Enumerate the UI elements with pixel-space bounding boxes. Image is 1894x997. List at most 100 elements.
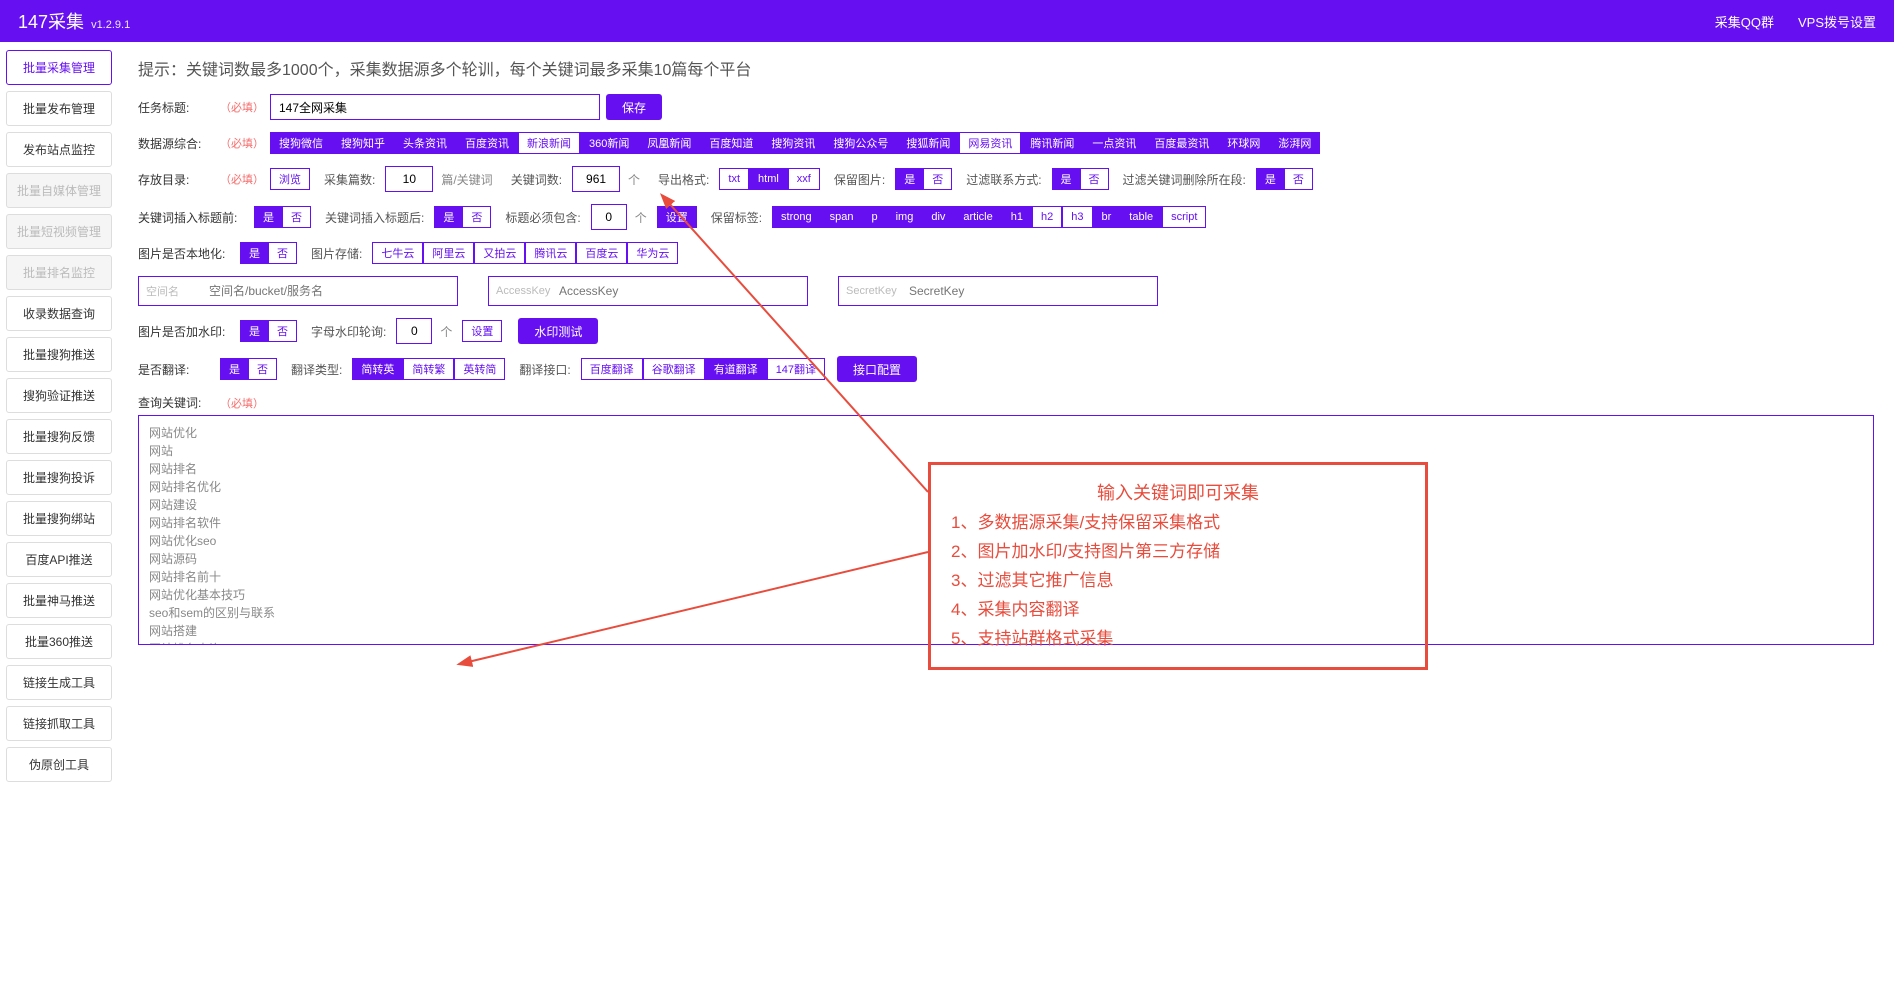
wm-rot-input[interactable] bbox=[396, 318, 432, 344]
sidebar-item[interactable]: 批量搜狗反馈 bbox=[6, 419, 112, 454]
sidebar-item: 批量排名监控 bbox=[6, 255, 112, 290]
sidebar-item[interactable]: 批量发布管理 bbox=[6, 91, 112, 126]
image-store-tag[interactable]: 阿里云 bbox=[423, 242, 474, 264]
source-tag[interactable]: 搜狐新闻 bbox=[897, 132, 959, 154]
keep-tag[interactable]: br bbox=[1093, 206, 1121, 228]
keep-tag[interactable]: span bbox=[821, 206, 863, 228]
browse-button[interactable]: 浏览 bbox=[270, 168, 310, 190]
format-tag[interactable]: xxf bbox=[788, 168, 820, 190]
keep-tag[interactable]: div bbox=[922, 206, 954, 228]
translate-type-tag[interactable]: 英转简 bbox=[454, 358, 505, 380]
wm-toggle[interactable]: 是否 bbox=[240, 320, 297, 342]
source-tag[interactable]: 搜狗知乎 bbox=[332, 132, 394, 154]
row-cloud: 空间名 AccessKey SecretKey bbox=[138, 276, 1874, 306]
wm-rot-set[interactable]: 设置 bbox=[462, 320, 502, 342]
kw-label: 关键词数: bbox=[511, 171, 562, 188]
keep-tag[interactable]: h3 bbox=[1062, 206, 1092, 228]
keywords-textarea[interactable] bbox=[138, 415, 1874, 645]
sidebar-item[interactable]: 链接生成工具 bbox=[6, 665, 112, 700]
source-tag[interactable]: 搜狗微信 bbox=[270, 132, 332, 154]
sidebar-item[interactable]: 收录数据查询 bbox=[6, 296, 112, 331]
source-tag[interactable]: 百度知道 bbox=[700, 132, 762, 154]
source-tag[interactable]: 头条资讯 bbox=[394, 132, 456, 154]
save-button[interactable]: 保存 bbox=[606, 94, 662, 120]
brand-version: v1.2.9.1 bbox=[91, 19, 130, 31]
sidebar-item[interactable]: 发布站点监控 bbox=[6, 132, 112, 167]
source-tag[interactable]: 澎湃网 bbox=[1269, 132, 1320, 154]
tr-toggle[interactable]: 是否 bbox=[220, 358, 277, 380]
image-local-toggle[interactable]: 是否 bbox=[240, 242, 297, 264]
keep-tag[interactable]: h1 bbox=[1002, 206, 1032, 228]
source-tag[interactable]: 环球网 bbox=[1218, 132, 1269, 154]
link-vps[interactable]: VPS拨号设置 bbox=[1798, 12, 1876, 31]
must-input[interactable] bbox=[591, 204, 627, 230]
keep-tag[interactable]: h2 bbox=[1032, 206, 1062, 228]
tr-type-label: 翻译类型: bbox=[291, 361, 342, 378]
wm-test-button[interactable]: 水印测试 bbox=[518, 318, 598, 344]
filterkwseg-label: 过滤关键词删除所在段: bbox=[1123, 171, 1246, 188]
source-tag[interactable]: 新浪新闻 bbox=[518, 132, 580, 154]
keep-tag[interactable]: script bbox=[1162, 206, 1206, 228]
must-unit: 个 bbox=[635, 209, 647, 226]
wm-rot-label: 字母水印轮询: bbox=[311, 323, 386, 340]
keep-tag[interactable]: table bbox=[1120, 206, 1162, 228]
insert-before-toggle[interactable]: 是否 bbox=[254, 206, 311, 228]
source-tag[interactable]: 腾讯新闻 bbox=[1021, 132, 1083, 154]
image-store-tag[interactable]: 华为云 bbox=[627, 242, 678, 264]
filterkwseg-toggle[interactable]: 是否 bbox=[1256, 168, 1313, 190]
filtercontact-toggle[interactable]: 是否 bbox=[1052, 168, 1109, 190]
source-tag[interactable]: 搜狗公众号 bbox=[824, 132, 897, 154]
sidebar-item[interactable]: 百度API推送 bbox=[6, 542, 112, 577]
format-tag[interactable]: txt bbox=[719, 168, 749, 190]
translate-api-tag[interactable]: 百度翻译 bbox=[581, 358, 643, 380]
sidebar-item[interactable]: 链接抓取工具 bbox=[6, 706, 112, 741]
fmt-label: 导出格式: bbox=[658, 171, 709, 188]
translate-api-tag[interactable]: 147翻译 bbox=[767, 358, 825, 380]
count-input[interactable] bbox=[385, 166, 433, 192]
image-store-tag[interactable]: 百度云 bbox=[576, 242, 627, 264]
sidebar-item[interactable]: 批量360推送 bbox=[6, 624, 112, 659]
sources-req: （必填） bbox=[220, 135, 264, 151]
image-store-tag[interactable]: 腾讯云 bbox=[525, 242, 576, 264]
task-req: （必填） bbox=[220, 99, 264, 115]
sidebar-item[interactable]: 批量搜狗推送 bbox=[6, 337, 112, 372]
sidebar-item[interactable]: 伪原创工具 bbox=[6, 747, 112, 782]
tr-cfg-button[interactable]: 接口配置 bbox=[837, 356, 917, 382]
source-tag[interactable]: 搜狗资讯 bbox=[762, 132, 824, 154]
sidebar-item[interactable]: 批量采集管理 bbox=[6, 50, 112, 85]
source-tag[interactable]: 百度最资讯 bbox=[1145, 132, 1218, 154]
image-store-tag[interactable]: 又拍云 bbox=[474, 242, 525, 264]
source-tag[interactable]: 网易资讯 bbox=[959, 132, 1021, 154]
source-tag[interactable]: 一点资讯 bbox=[1083, 132, 1145, 154]
sidebar-item[interactable]: 批量搜狗投诉 bbox=[6, 460, 112, 495]
translate-type-tag[interactable]: 简转英 bbox=[352, 358, 403, 380]
translate-type-tag[interactable]: 简转繁 bbox=[403, 358, 454, 380]
source-tag[interactable]: 凤凰新闻 bbox=[638, 132, 700, 154]
brand: 147采集 v1.2.9.1 bbox=[18, 8, 130, 34]
keeptag-label: 保留标签: bbox=[711, 209, 762, 226]
space-input[interactable] bbox=[138, 276, 458, 306]
link-qq[interactable]: 采集QQ群 bbox=[1715, 12, 1774, 31]
keep-tag[interactable]: p bbox=[862, 206, 886, 228]
keep-tag[interactable]: article bbox=[954, 206, 1001, 228]
image-local-label: 图片是否本地化: bbox=[138, 245, 234, 262]
must-set-button[interactable]: 设置 bbox=[657, 206, 697, 228]
task-title-input[interactable] bbox=[270, 94, 600, 120]
image-store-label: 图片存储: bbox=[311, 245, 362, 262]
image-store-tag[interactable]: 七牛云 bbox=[372, 242, 423, 264]
insert-before-label: 关键词插入标题前: bbox=[138, 209, 248, 226]
sidebar-item[interactable]: 批量神马推送 bbox=[6, 583, 112, 618]
keepimg-toggle[interactable]: 是否 bbox=[895, 168, 952, 190]
source-tag[interactable]: 百度资讯 bbox=[456, 132, 518, 154]
sk-prefix: SecretKey bbox=[846, 285, 897, 297]
format-tag[interactable]: html bbox=[749, 168, 788, 190]
translate-api-tag[interactable]: 谷歌翻译 bbox=[643, 358, 705, 380]
translate-api-tag[interactable]: 有道翻译 bbox=[705, 358, 767, 380]
insert-after-toggle[interactable]: 是否 bbox=[434, 206, 491, 228]
sidebar-item[interactable]: 搜狗验证推送 bbox=[6, 378, 112, 413]
kw-input[interactable] bbox=[572, 166, 620, 192]
keep-tag[interactable]: img bbox=[887, 206, 923, 228]
sidebar-item[interactable]: 批量搜狗绑站 bbox=[6, 501, 112, 536]
keep-tag[interactable]: strong bbox=[772, 206, 821, 228]
source-tag[interactable]: 360新闻 bbox=[580, 132, 638, 154]
